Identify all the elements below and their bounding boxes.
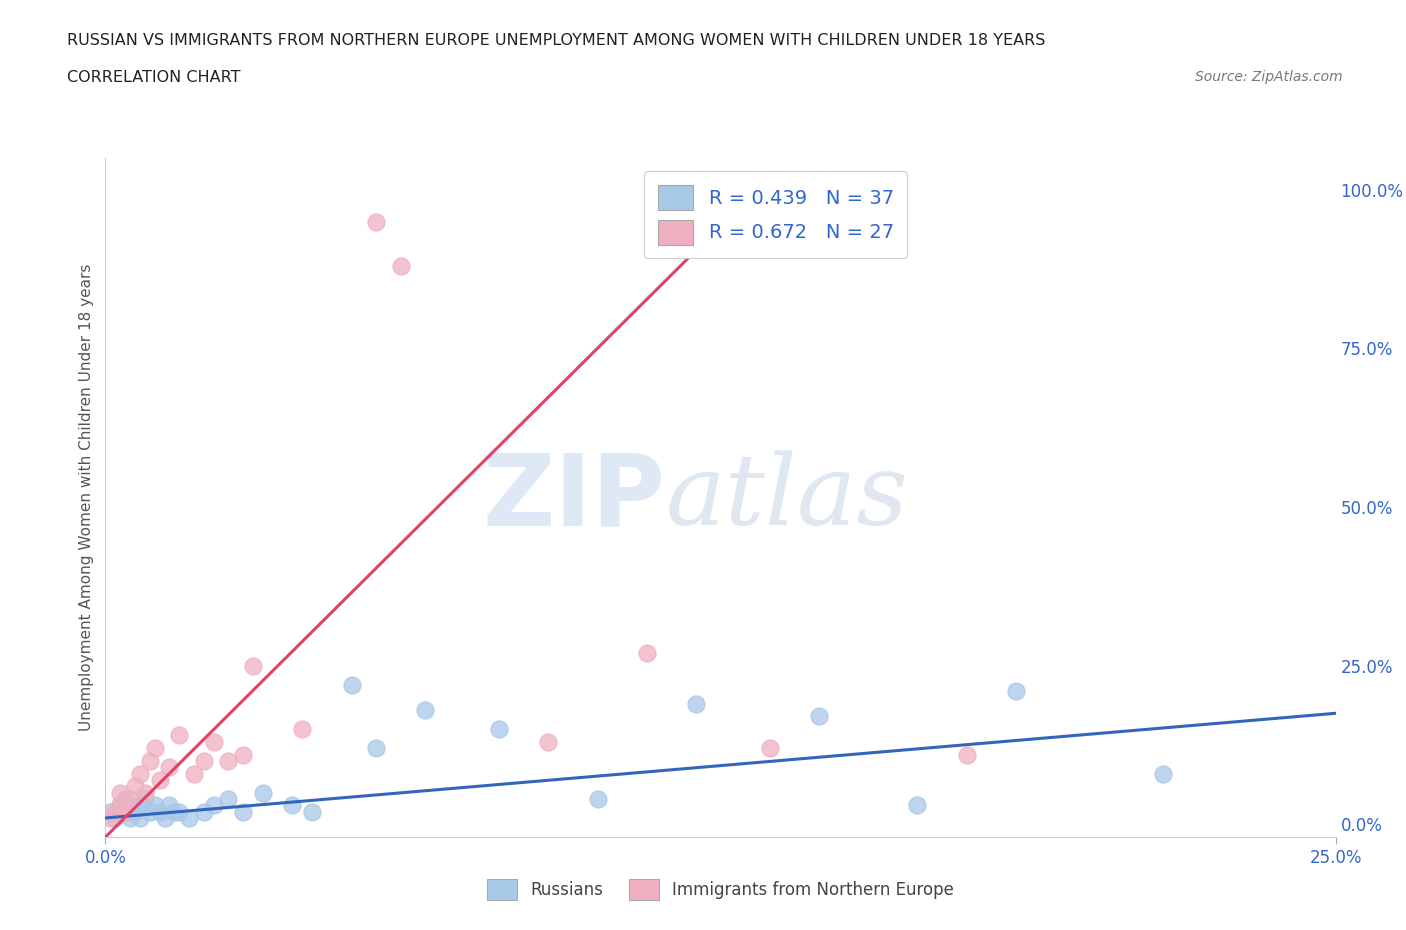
Text: CORRELATION CHART: CORRELATION CHART xyxy=(67,70,240,85)
Point xyxy=(759,740,782,755)
Point xyxy=(218,753,240,768)
Point xyxy=(389,259,412,273)
Point xyxy=(1004,684,1026,698)
Point xyxy=(98,811,122,826)
Point xyxy=(129,798,152,813)
Point xyxy=(366,740,388,755)
Point xyxy=(169,804,191,819)
Point xyxy=(340,677,363,692)
Point xyxy=(120,798,141,813)
Point xyxy=(537,735,560,750)
Point xyxy=(149,773,172,788)
Point xyxy=(104,804,127,819)
Point xyxy=(301,804,323,819)
Point xyxy=(159,798,180,813)
Point xyxy=(124,778,146,793)
Point xyxy=(163,804,186,819)
Point xyxy=(114,791,136,806)
Point xyxy=(110,798,132,813)
Point xyxy=(291,722,314,737)
Text: atlas: atlas xyxy=(665,450,908,545)
Point xyxy=(586,791,609,806)
Point xyxy=(242,658,264,673)
Point xyxy=(110,804,132,819)
Point xyxy=(415,703,437,718)
Point xyxy=(153,811,176,826)
Y-axis label: Unemployment Among Women with Children Under 18 years: Unemployment Among Women with Children U… xyxy=(79,264,94,731)
Text: RUSSIAN VS IMMIGRANTS FROM NORTHERN EUROPE UNEMPLOYMENT AMONG WOMEN WITH CHILDRE: RUSSIAN VS IMMIGRANTS FROM NORTHERN EURO… xyxy=(67,33,1046,47)
Point xyxy=(110,798,132,813)
Point xyxy=(124,804,146,819)
Point xyxy=(488,722,510,737)
Point xyxy=(636,645,658,660)
Point xyxy=(143,798,166,813)
Point xyxy=(120,811,141,826)
Point xyxy=(193,753,215,768)
Point xyxy=(232,747,254,762)
Point xyxy=(134,785,156,800)
Point xyxy=(120,791,141,806)
Text: ZIP: ZIP xyxy=(482,449,665,546)
Text: Source: ZipAtlas.com: Source: ZipAtlas.com xyxy=(1195,70,1343,84)
Point xyxy=(366,214,388,229)
Point xyxy=(907,798,929,813)
Point xyxy=(232,804,254,819)
Point xyxy=(183,766,205,781)
Point xyxy=(138,804,162,819)
Point xyxy=(193,804,215,819)
Point xyxy=(143,740,166,755)
Point xyxy=(281,798,304,813)
Point xyxy=(114,804,136,819)
Point xyxy=(202,798,225,813)
Point xyxy=(129,766,152,781)
Point xyxy=(114,804,136,819)
Point xyxy=(1153,766,1175,781)
Point xyxy=(685,697,707,711)
Point xyxy=(202,735,225,750)
Point xyxy=(98,804,122,819)
Point xyxy=(807,709,830,724)
Point xyxy=(138,753,162,768)
Point xyxy=(159,760,180,775)
Point xyxy=(149,804,172,819)
Point xyxy=(252,785,274,800)
Point xyxy=(134,791,156,806)
Point xyxy=(129,811,152,826)
Point xyxy=(956,747,979,762)
Point xyxy=(179,811,201,826)
Point xyxy=(169,728,191,743)
Point xyxy=(218,791,240,806)
Point xyxy=(110,785,132,800)
Point xyxy=(104,811,127,826)
Legend: Russians, Immigrants from Northern Europe: Russians, Immigrants from Northern Europ… xyxy=(481,872,960,907)
